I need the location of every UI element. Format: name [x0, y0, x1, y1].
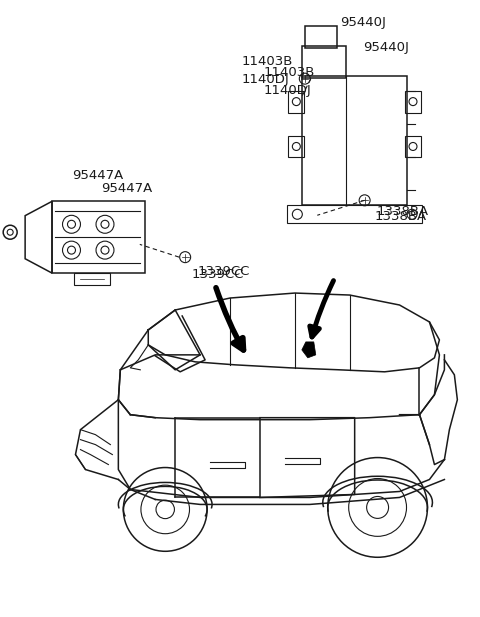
Bar — [288, 136, 304, 157]
Bar — [305, 26, 336, 48]
Text: 95447A: 95447A — [72, 170, 124, 183]
Text: 1339CC: 1339CC — [191, 268, 243, 281]
Text: 11403B: 11403B — [264, 65, 315, 79]
Text: 95440J: 95440J — [340, 16, 385, 29]
Polygon shape — [302, 342, 316, 358]
Bar — [288, 91, 304, 112]
Text: 95440J: 95440J — [363, 41, 408, 54]
Bar — [74, 273, 110, 285]
Text: 1338BA: 1338BA — [377, 205, 429, 218]
Text: 1339CC: 1339CC — [197, 265, 250, 278]
Text: 1338BA: 1338BA — [374, 210, 427, 223]
Bar — [405, 91, 421, 112]
Bar — [288, 205, 422, 223]
Text: 11403B: 11403B — [242, 55, 293, 68]
Bar — [302, 76, 407, 205]
Text: 95447A: 95447A — [101, 183, 153, 196]
Text: 1140DJ: 1140DJ — [264, 84, 312, 97]
Bar — [302, 46, 346, 78]
Bar — [405, 136, 421, 157]
Text: 1140DJ: 1140DJ — [242, 73, 290, 86]
